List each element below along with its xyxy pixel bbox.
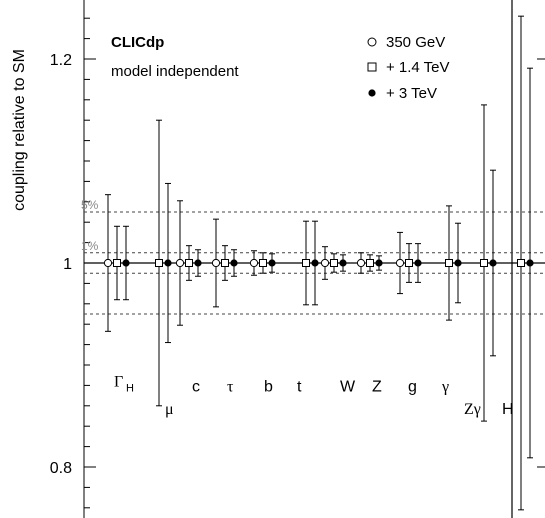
- point-3tev: [454, 259, 462, 267]
- data-marks: [103, 15, 534, 511]
- category-label: H: [502, 401, 514, 418]
- y-axis-label: coupling relative to SM: [11, 49, 28, 211]
- category-label: W: [340, 378, 356, 395]
- point-1400gev: [445, 259, 453, 267]
- category-label: Zγ: [464, 401, 481, 418]
- category-label: μ: [165, 401, 174, 418]
- legend-label: + 3 TeV: [386, 85, 437, 102]
- point-1400gev: [302, 259, 310, 267]
- category-label-subscript: H: [126, 382, 134, 394]
- reference-lines: 5% 1%: [81, 198, 545, 315]
- category-label: Z: [372, 378, 382, 395]
- point-3tev: [339, 259, 347, 267]
- point-3tev: [489, 259, 497, 267]
- point-1400gev: [185, 259, 193, 267]
- point-3tev: [230, 259, 238, 267]
- plot-axes: 0.8 1 1.2: [50, 0, 545, 518]
- point-3tev: [268, 259, 276, 267]
- category-label: τ: [227, 378, 234, 395]
- point-1400gev: [330, 259, 338, 267]
- y-tick-label: 1.2: [50, 52, 72, 69]
- category-label: c: [192, 378, 200, 395]
- point-1400gev: [366, 259, 374, 267]
- point-3tev: [194, 259, 202, 267]
- category-label: γ: [441, 378, 449, 395]
- category-label: b: [264, 378, 273, 395]
- legend-marker-3tev: [368, 89, 376, 97]
- point-1400gev: [155, 259, 163, 267]
- point-3tev: [414, 259, 422, 267]
- reference-line-label: 5%: [81, 198, 99, 212]
- point-1400gev: [221, 259, 229, 267]
- point-350gev: [103, 258, 113, 268]
- legend-marker-350gev: [367, 37, 377, 47]
- point-350gev: [320, 258, 330, 268]
- legend-label: 350 GeV: [386, 34, 445, 51]
- y-tick-label: 0.8: [50, 460, 72, 477]
- y-tick-label: 1: [63, 256, 72, 273]
- point-1400gev: [113, 259, 121, 267]
- point-3tev: [375, 259, 383, 267]
- point-3tev: [164, 259, 172, 267]
- point-350gev: [249, 258, 259, 268]
- point-1400gev: [480, 259, 488, 267]
- point-3tev: [122, 259, 130, 267]
- category-label: t: [297, 378, 302, 395]
- point-1400gev: [517, 259, 525, 267]
- point-350gev: [395, 258, 405, 268]
- category-label: g: [408, 378, 417, 395]
- legend-label: + 1.4 TeV: [386, 59, 450, 76]
- point-3tev: [311, 259, 319, 267]
- category-label: Γ: [114, 373, 123, 390]
- chart-subtitle: model independent: [111, 63, 239, 80]
- point-1400gev: [405, 259, 413, 267]
- reference-line-label: 1%: [81, 239, 99, 253]
- legend-marker-1400gev: [367, 62, 377, 72]
- point-1400gev: [259, 259, 267, 267]
- point-350gev: [175, 258, 185, 268]
- point-3tev: [526, 259, 534, 267]
- point-350gev: [356, 258, 366, 268]
- point-350gev: [211, 258, 221, 268]
- legend: 350 GeV + 1.4 TeV + 3 TeV: [367, 34, 450, 102]
- chart-title: CLICdp: [111, 34, 164, 51]
